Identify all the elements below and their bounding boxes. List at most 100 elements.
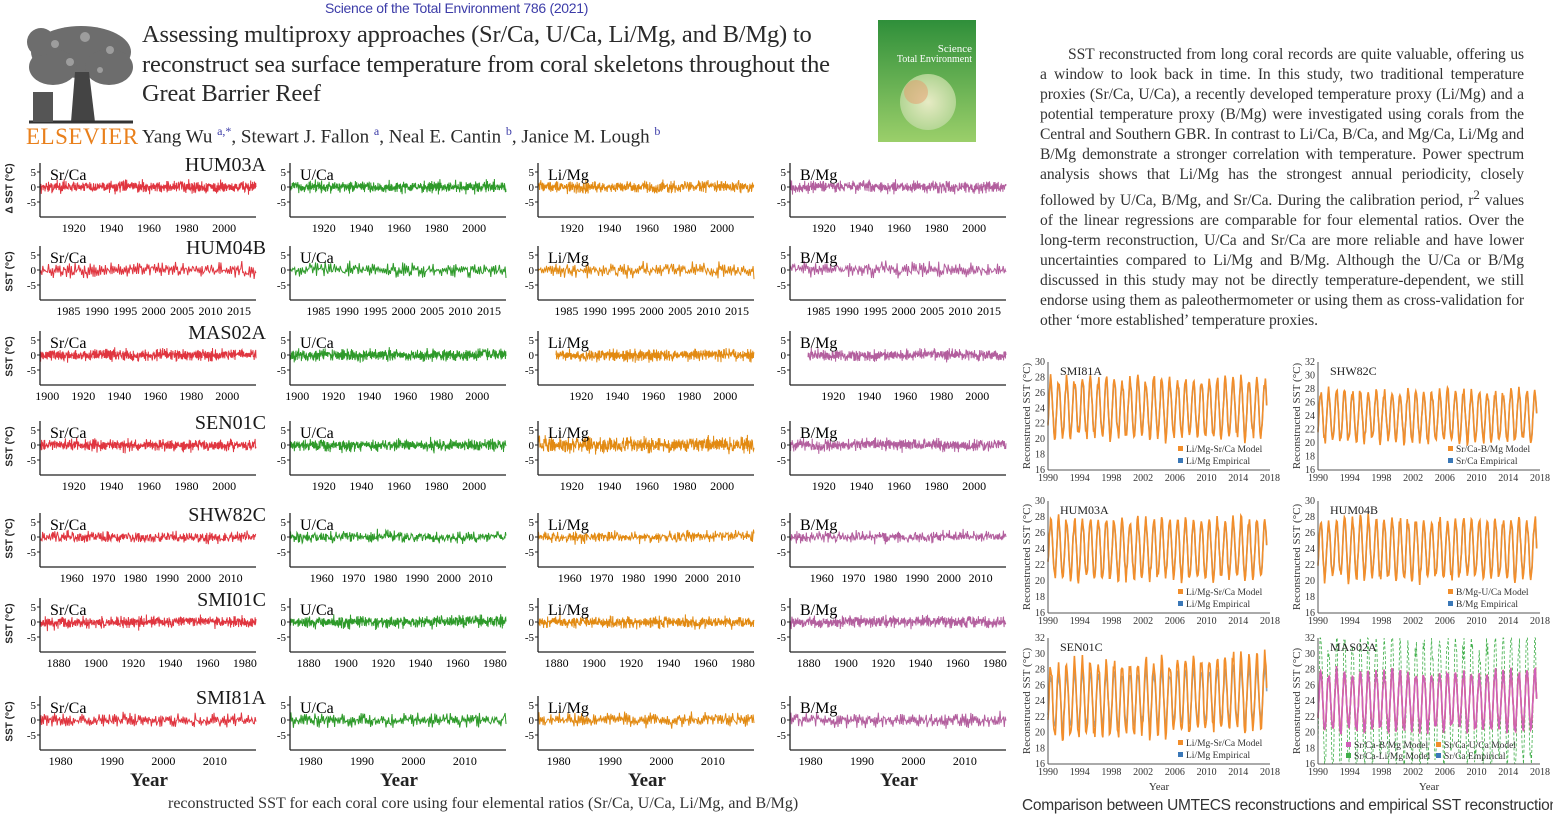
legend-swatch [1178, 740, 1183, 745]
y-tick-label: 5 [31, 700, 37, 712]
y-tick-label: -5 [525, 455, 535, 467]
author-affiliation[interactable]: b [505, 124, 512, 138]
y-tick-label: -5 [777, 280, 787, 292]
x-tick-label: 2018 [1530, 473, 1550, 484]
x-tick-label: 2010 [1467, 616, 1487, 627]
x-tick-label: 1990 [1038, 473, 1058, 484]
y-tick-label: -5 [27, 280, 37, 292]
legend-label: Sr/Ca Empirical [1444, 752, 1506, 762]
proxy-label: Sr/Ca [50, 250, 86, 267]
y-tick-label: -5 [525, 730, 535, 742]
x-tick-label: 1990 [85, 304, 109, 318]
x-tick-label: 2015 [725, 304, 749, 318]
proxy-sst-chart: 5 0 -5 1920 1940 1960 1980 2000 U/Ca [277, 163, 507, 235]
x-axis-title: Year [130, 770, 168, 791]
x-tick-label: 1980 [373, 571, 397, 585]
x-tick-label: 2010 [701, 754, 725, 768]
y-axis-label: SST (°C) [4, 518, 16, 559]
y-tick-label: 24 [1035, 403, 1045, 414]
x-tick-label: 1995 [363, 304, 387, 318]
proxy-label: B/Mg [800, 602, 837, 619]
x-tick-label: 2005 [668, 304, 692, 318]
y-tick-label: 5 [281, 517, 287, 529]
legend-swatch [1448, 601, 1453, 606]
y-tick-label: 0 [31, 182, 37, 194]
y-tick-label: 5 [281, 602, 287, 614]
x-tick-label: 2000 [392, 304, 416, 318]
x-tick-label: 1960 [887, 479, 911, 493]
proxy-sst-chart: 5 0 -5 1880 1900 1920 1940 1960 1980 Li/Mg [525, 598, 755, 670]
legend-label: Li/Mg-Sr/Ca Model [1186, 739, 1263, 749]
x-tick-label: 1880 [47, 656, 71, 670]
legend-item: Sr/Ca-U/Ca Model [1436, 741, 1516, 751]
sst-anomaly-line [537, 179, 755, 195]
x-tick-label: 1900 [334, 656, 358, 670]
y-tick-label: 0 [281, 532, 287, 544]
sst-series-line [1317, 513, 1538, 586]
y-tick-label: 20 [1035, 576, 1045, 587]
x-tick-label: 2005 [920, 304, 944, 318]
x-tick-label: 2006 [1435, 767, 1455, 778]
y-axis-label: Reconstructed SST (°C) [1291, 504, 1303, 611]
x-tick-label: 1920 [812, 479, 836, 493]
x-tick-label: 1980 [429, 389, 453, 403]
x-tick-label: 2010 [1197, 767, 1217, 778]
x-tick-label: 2000 [962, 221, 986, 235]
y-tick-label: 5 [281, 425, 287, 437]
x-tick-label: 1980 [983, 656, 1007, 670]
y-tick-label: 18 [1035, 450, 1045, 461]
y-tick-label: 24 [1305, 696, 1315, 707]
journal-citation: Science of the Total Environment 786 (20… [325, 0, 589, 16]
x-axis-title: Year [880, 770, 918, 791]
y-tick-label: 22 [1305, 560, 1315, 571]
x-tick-label: 2018 [1260, 616, 1280, 627]
cover-flower-image [900, 74, 956, 130]
abstract: SST reconstructed from long coral record… [1040, 45, 1524, 331]
x-tick-label: 1985 [554, 304, 578, 318]
x-tick-label: 1970 [842, 571, 866, 585]
y-tick-label: 26 [1035, 680, 1045, 691]
x-tick-label: 2002 [1403, 616, 1423, 627]
x-tick-label: 2015 [227, 304, 251, 318]
proxy-sst-chart: 5 0 -5 1980 1990 2000 2010 Sr/Ca [27, 696, 257, 768]
x-axis-title: Year [380, 770, 418, 791]
sst-comparison-chart: 16 18 20 22 24 26 28 30 32 1990 1994 1998 2002 2006 20… [1291, 633, 1550, 793]
sst-anomaly-line [789, 179, 1007, 195]
x-tick-label: 2010 [697, 304, 721, 318]
x-tick-label: 2010 [1467, 473, 1487, 484]
author-affiliation[interactable]: a [373, 124, 380, 138]
legend-label: Li/Mg Empirical [1186, 751, 1250, 761]
y-tick-label: 5 [529, 335, 535, 347]
y-tick-label: 16 [1305, 608, 1315, 619]
y-tick-label: 30 [1035, 357, 1045, 368]
legend-label: Sr/Ca-B/Mg Model [1456, 445, 1531, 455]
author-affiliation[interactable]: b [654, 124, 661, 138]
y-axis-label: Δ SST (°C) [4, 163, 16, 214]
y-tick-label: 26 [1305, 680, 1315, 691]
y-tick-label: 16 [1305, 759, 1315, 770]
x-tick-label: 1990 [335, 304, 359, 318]
x-tick-label: 1940 [597, 479, 621, 493]
proxy-sst-chart: 5 0 -5 1920 1940 1960 1980 2000 U/Ca [277, 421, 507, 493]
x-tick-label: 2000 [187, 571, 211, 585]
proxy-label: U/Ca [300, 517, 334, 534]
core-name: SMI81A [1060, 364, 1102, 378]
y-tick-label: -5 [777, 455, 787, 467]
x-tick-label: 2000 [937, 571, 961, 585]
y-tick-label: 20 [1305, 576, 1315, 587]
author-affiliation[interactable]: a,* [217, 124, 232, 138]
x-tick-label: 1994 [1340, 767, 1360, 778]
proxy-label: Sr/Ca [50, 517, 86, 534]
y-axis-label: Reconstructed SST (°C) [1291, 648, 1303, 755]
y-tick-label: 32 [1305, 633, 1315, 644]
x-tick-label: 2000 [710, 479, 734, 493]
title-line: Great Barrier Reef [142, 80, 321, 107]
x-tick-label: 2014 [1498, 616, 1518, 627]
x-tick-label: 2015 [477, 304, 501, 318]
y-tick-label: -5 [525, 280, 535, 292]
x-tick-label: 1960 [143, 389, 167, 403]
x-tick-label: 2000 [437, 571, 461, 585]
sst-series-line [1047, 649, 1268, 742]
x-tick-label: 1920 [812, 221, 836, 235]
y-tick-label: -5 [525, 197, 535, 209]
